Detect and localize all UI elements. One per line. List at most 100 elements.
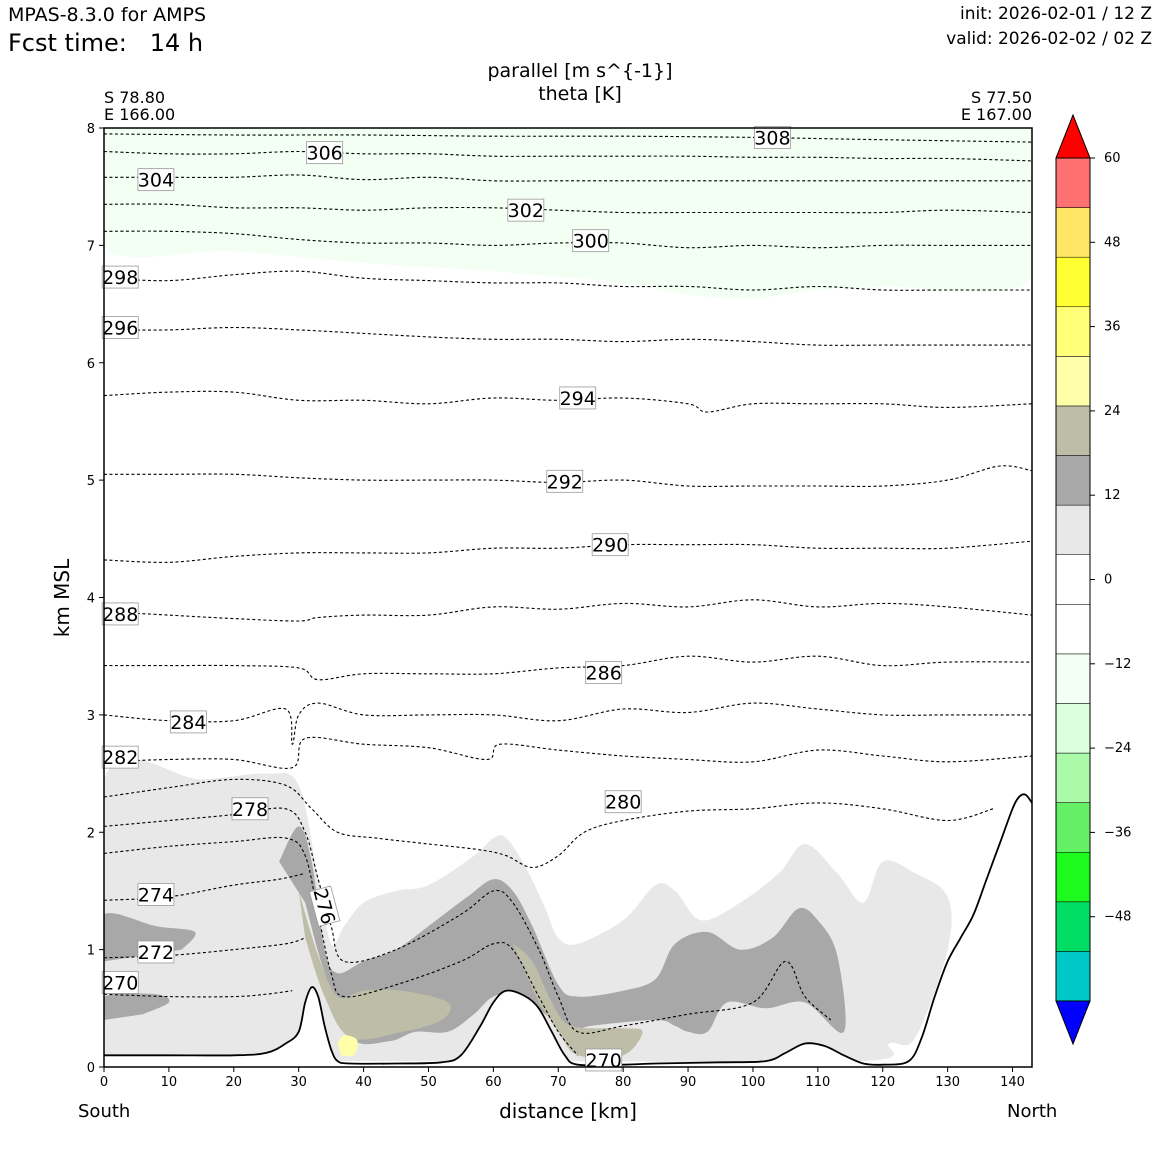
theta-contour-278	[104, 807, 832, 1034]
colorbar-box	[1055, 207, 1091, 258]
contour-label-text: 298	[102, 267, 138, 289]
theta-contour-302	[104, 203, 1032, 214]
south-label: South	[78, 1101, 131, 1122]
x-axis-label: distance [km]	[499, 1099, 637, 1123]
colorbar-box	[1055, 157, 1091, 208]
x-tick-label: 90	[680, 1075, 697, 1090]
y-tick-label: 5	[87, 474, 95, 489]
theta-contour-298	[104, 270, 1032, 291]
contour-label-box	[604, 790, 642, 814]
x-tick-label: 110	[805, 1075, 830, 1090]
chart-title-line2: theta [K]	[538, 83, 622, 105]
terrain-layer	[104, 793, 1032, 1067]
contour-label-272: 272	[137, 940, 175, 964]
contour-label-text: 270	[102, 972, 138, 994]
x-tick-label: 70	[550, 1075, 567, 1090]
theta-contour-288	[104, 599, 1032, 622]
colorbar-box	[1055, 256, 1091, 308]
shade-olive-0	[298, 890, 451, 1040]
contour-label-text: 294	[560, 388, 596, 410]
theta-contour-layer	[104, 133, 1032, 1056]
y-tick-label: 1	[87, 944, 95, 959]
y-tick-label: 4	[87, 592, 95, 607]
contour-label-box	[585, 661, 623, 685]
valid-time: valid: 2026-02-02 / 02 Z	[946, 29, 1152, 49]
colorbar-tick-label: 24	[1104, 404, 1121, 419]
theta-contour-276	[104, 836, 579, 1056]
contour-label-294: 294	[559, 386, 597, 410]
colorbar-box	[1055, 455, 1091, 506]
contour-label-292: 292	[546, 469, 584, 493]
x-tick-label: 50	[420, 1075, 437, 1090]
colorbar-bottom-arrow	[1055, 1000, 1091, 1046]
x-tick-label: 130	[935, 1075, 960, 1090]
terrain-line	[104, 793, 1032, 1067]
contour-label-box	[101, 971, 139, 994]
colorbar-box	[1055, 405, 1091, 456]
colorbar-box	[1055, 604, 1091, 655]
theta-contour-306	[104, 150, 1032, 162]
start-longitude: E 166.00	[104, 105, 176, 124]
theta-contour-280	[104, 778, 994, 869]
contour-label-text: 296	[102, 318, 138, 340]
contour-label-text: 300	[573, 231, 609, 253]
colorbar: 60 48 36 24 12 0 −12 −24 −36 −48	[1055, 113, 1131, 1046]
contour-label-304: 304	[137, 168, 175, 192]
init-time: init: 2026-02-01 / 12 Z	[959, 4, 1152, 24]
theta-contour-286	[104, 655, 1032, 681]
theta-contour-304	[104, 174, 1032, 182]
colorbar-tick-label: −48	[1104, 910, 1131, 925]
forecast-time: Fcst time: 14 h	[8, 29, 204, 57]
contour-label-box	[308, 885, 341, 927]
colorbar-box	[1055, 901, 1091, 952]
shade-mid-gray	[279, 826, 846, 1045]
shade-upper-green	[104, 128, 1032, 299]
model-name: MPAS-8.3.0 for AMPS	[8, 4, 207, 26]
colorbar-tick-label: 0	[1104, 573, 1112, 588]
colorbar-tick-label: −12	[1104, 657, 1131, 672]
contour-label-box	[559, 386, 597, 410]
contour-label-298: 298	[101, 265, 139, 289]
contour-label-text: 302	[508, 200, 544, 222]
theta-contour-292	[104, 465, 1032, 487]
contour-label-300: 300	[572, 229, 610, 253]
contour-label-274: 274	[137, 883, 175, 906]
y-tick-label: 6	[87, 357, 95, 372]
contour-label-box	[101, 602, 139, 626]
x-tick-label: 30	[290, 1075, 307, 1090]
end-latitude: S 77.50	[970, 88, 1032, 107]
contour-label-286: 286	[585, 661, 623, 685]
x-tick-label: 100	[741, 1075, 766, 1090]
x-tick-label: 10	[161, 1075, 178, 1090]
y-tick-label: 7	[87, 239, 95, 254]
contour-label-288: 288	[101, 602, 139, 626]
contour-label-text: 272	[138, 942, 174, 964]
contour-label-278: 278	[231, 797, 269, 821]
colorbar-tick-label: −36	[1104, 825, 1131, 840]
contour-label-box	[101, 265, 139, 289]
contour-label-text: 274	[138, 884, 174, 906]
y-tick-label: 0	[87, 1061, 95, 1076]
colorbar-box	[1055, 802, 1091, 853]
colorbar-box	[1055, 752, 1091, 803]
end-longitude: E 167.00	[960, 105, 1032, 124]
contour-label-text: 286	[586, 663, 622, 685]
contour-label-box	[101, 745, 139, 769]
colorbar-box	[1055, 504, 1091, 555]
shade-olive-1	[512, 943, 643, 1059]
theta-contour-296	[104, 326, 1032, 346]
contour-label-box	[101, 316, 139, 339]
contour-label-text: 280	[605, 792, 641, 814]
contour-label-270: 270	[101, 971, 139, 994]
colorbar-tick-label: 12	[1104, 488, 1121, 503]
contour-label-270: 270	[585, 1048, 623, 1072]
theta-contour-300	[104, 230, 1032, 249]
x-tick-label: 60	[485, 1075, 502, 1090]
theta-contour-290	[104, 540, 1032, 563]
contour-label-text: 270	[586, 1050, 622, 1072]
colorbar-box	[1055, 851, 1091, 903]
colorbar-tick-label: −24	[1104, 741, 1131, 756]
contour-label-284: 284	[169, 710, 207, 734]
